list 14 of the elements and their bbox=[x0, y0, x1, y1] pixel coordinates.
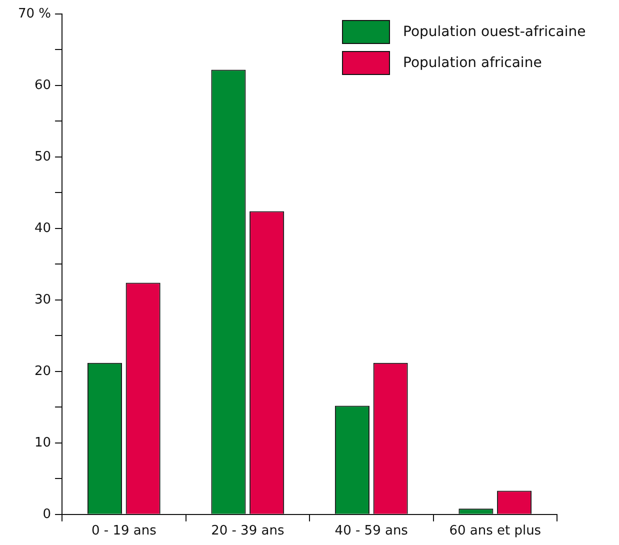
y-tick-label: 60 bbox=[34, 78, 52, 93]
x-tick-label: 60 ans et plus bbox=[449, 524, 542, 539]
y-tick-label: 20 bbox=[34, 364, 52, 379]
x-tick-label: 20 - 39 ans bbox=[211, 524, 284, 539]
y-tick-label: 70 % bbox=[18, 6, 52, 22]
y-tick-label: 10 bbox=[34, 435, 52, 450]
legend-label: Population africaine bbox=[403, 55, 542, 71]
y-tick-label: 50 bbox=[34, 149, 52, 164]
y-tick-label: 0 bbox=[42, 506, 52, 522]
y-tick-label: 40 bbox=[34, 220, 52, 236]
x-tick-label: 0 - 19 ans bbox=[91, 524, 157, 539]
legend-label: Population ouest-africaine bbox=[403, 24, 586, 40]
x-tick-label: 40 - 59 ans bbox=[334, 524, 408, 539]
y-tick-label: 30 bbox=[34, 292, 52, 308]
